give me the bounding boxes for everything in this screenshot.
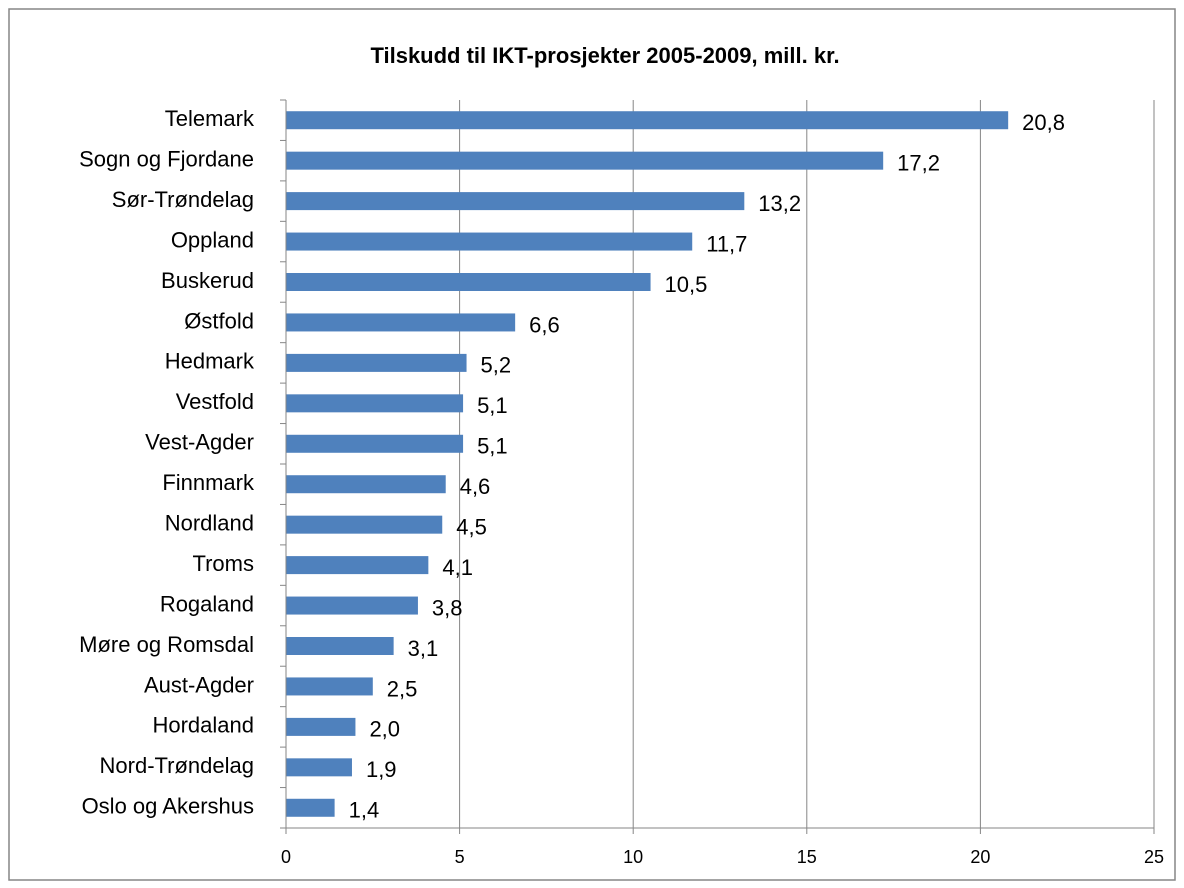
bar [286, 758, 352, 777]
y-tick-label: Telemark [165, 106, 255, 131]
bar [286, 111, 1009, 130]
x-tick-label: 25 [1144, 847, 1164, 867]
value-label: 3,8 [432, 595, 463, 620]
bar [286, 434, 464, 453]
value-label: 5,2 [481, 353, 512, 378]
value-label: 2,5 [387, 676, 418, 701]
y-tick-label: Vest-Agder [145, 430, 254, 455]
x-tick-label: 15 [797, 847, 817, 867]
bar [286, 394, 464, 413]
bar [286, 151, 884, 170]
bar [286, 556, 429, 575]
value-label: 10,5 [665, 272, 708, 297]
y-tick-label: Nordland [165, 510, 254, 535]
bar [286, 637, 394, 655]
bar [286, 475, 446, 494]
bar [286, 717, 356, 736]
value-label: 11,7 [706, 231, 747, 256]
value-label: 17,2 [897, 150, 940, 175]
y-tick-label: Vestfold [176, 389, 254, 414]
x-tick-label: 10 [623, 847, 643, 867]
value-label: 4,6 [460, 474, 491, 499]
x-tick-label: 20 [970, 847, 990, 867]
bar [286, 232, 693, 251]
y-tick-label: Buskerud [161, 268, 254, 293]
value-label: 4,5 [456, 514, 487, 539]
value-label: 1,9 [366, 757, 397, 782]
x-tick-label: 0 [281, 847, 291, 867]
y-tick-label: Hedmark [165, 349, 255, 374]
value-label: 6,6 [529, 312, 560, 337]
value-label: 20,8 [1022, 110, 1065, 135]
bar [286, 192, 745, 211]
bar [286, 515, 443, 534]
y-tick-label: Troms [192, 551, 254, 576]
bar [286, 353, 467, 372]
y-tick-label: Hordaland [152, 713, 254, 738]
y-tick-label: Sør-Trøndelag [112, 187, 254, 212]
y-tick-label: Rogaland [160, 591, 254, 616]
bar [286, 596, 418, 615]
x-tick-label: 5 [455, 847, 465, 867]
y-tick-label: Finnmark [162, 470, 255, 495]
bar [286, 677, 373, 696]
y-tick-label: Møre og Romsdal [79, 632, 254, 657]
bar [286, 798, 335, 817]
bar [286, 313, 516, 332]
value-label: 3,1 [408, 636, 439, 661]
y-tick-label: Sogn og Fjordane [79, 146, 254, 171]
y-tick-label: Østfold [184, 308, 254, 333]
y-tick-label: Oppland [171, 227, 254, 252]
y-tick-label: Nord-Trøndelag [100, 753, 254, 778]
value-label: 2,0 [369, 717, 400, 742]
value-label: 13,2 [758, 191, 801, 216]
value-label: 4,1 [442, 555, 473, 580]
y-tick-label: Oslo og Akershus [82, 794, 254, 819]
y-tick-label: Aust-Agder [144, 672, 254, 697]
bar [286, 273, 651, 291]
value-label: 5,1 [477, 434, 508, 459]
value-label: 1,4 [349, 798, 380, 823]
value-label: 5,1 [477, 393, 508, 418]
chart-title: Tilskudd til IKT-prosjekter 2005-2009, m… [370, 43, 839, 68]
